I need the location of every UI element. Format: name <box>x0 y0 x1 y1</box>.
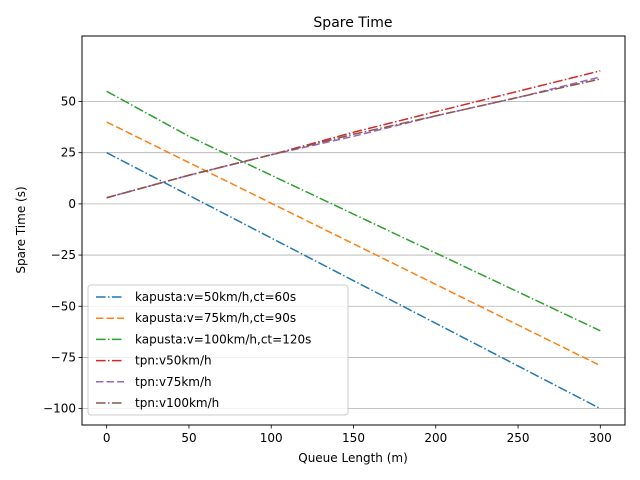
legend-box <box>87 284 349 416</box>
y-tick-label: −75 <box>51 350 76 364</box>
series-lines <box>106 70 601 410</box>
x-tick-label: 250 <box>507 431 530 445</box>
x-axis-label: Queue Length (m) <box>298 451 408 465</box>
x-tick-label: 150 <box>342 431 365 445</box>
chart-title: Spare Time <box>313 15 392 31</box>
legend: kapusta:v=50km/h,ct=60s kapusta:v=75km/h,… <box>87 284 349 416</box>
x-axis-ticks: 0 50 100 150 200 250 300 <box>103 425 612 445</box>
x-tick-label: 50 <box>181 431 196 445</box>
y-tick-label: −50 <box>51 299 76 313</box>
legend-entry: tpn:v75km/h <box>135 375 212 389</box>
legend-entry: kapusta:v=100km/h,ct=120s <box>135 332 311 346</box>
legend-entry: tpn:v50km/h <box>135 354 212 368</box>
legend-entry: kapusta:v=75km/h,ct=90s <box>135 311 296 325</box>
y-tick-label: −25 <box>51 248 76 262</box>
x-tick-label: 0 <box>103 431 111 445</box>
x-tick-label: 300 <box>589 431 612 445</box>
legend-entry: tpn:v100km/h <box>135 396 219 410</box>
x-tick-label: 100 <box>260 431 283 445</box>
y-axis-label: Spare Time (s) <box>14 186 28 273</box>
x-tick-label: 200 <box>424 431 447 445</box>
y-tick-label: 50 <box>61 95 76 109</box>
y-tick-label: −100 <box>43 402 76 416</box>
y-axis-ticks: −100 −75 −50 −25 0 25 50 <box>43 95 82 416</box>
y-tick-label: 25 <box>61 146 76 160</box>
series-line-6 <box>106 78 601 199</box>
series-line-2 <box>106 121 601 367</box>
y-tick-label: 0 <box>68 197 76 211</box>
series-line-1 <box>106 152 601 410</box>
legend-entry: kapusta:v=50km/h,ct=60s <box>135 290 296 304</box>
